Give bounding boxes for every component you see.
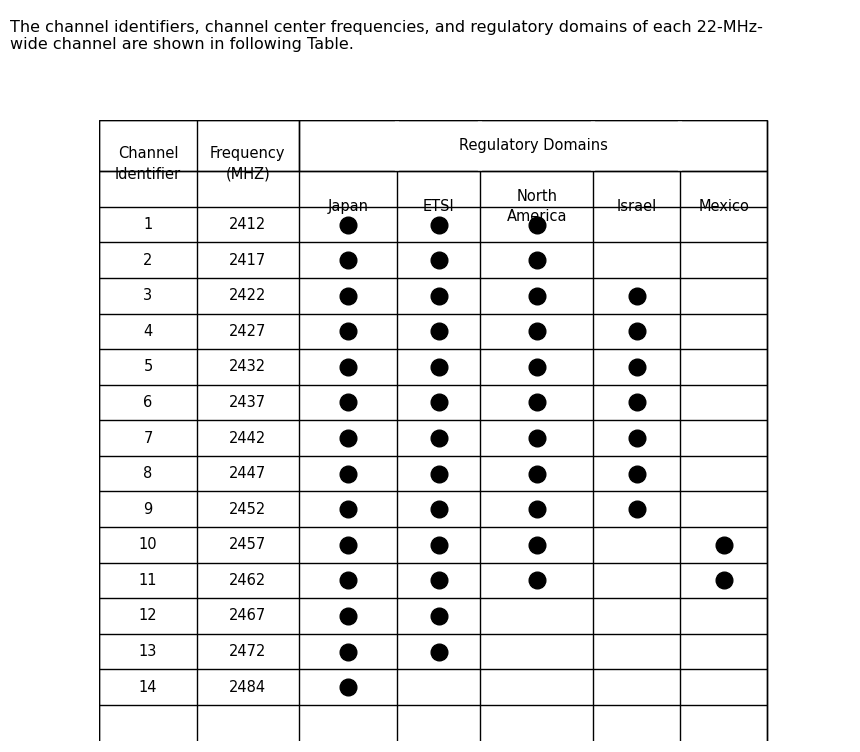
Text: 2484: 2484 — [230, 680, 267, 695]
Text: 2462: 2462 — [230, 573, 267, 588]
Text: 10: 10 — [138, 538, 157, 552]
Text: Israel: Israel — [617, 199, 657, 214]
Text: The channel identifiers, channel center frequencies, and regulatory domains of e: The channel identifiers, channel center … — [10, 20, 763, 52]
Text: 2447: 2447 — [230, 466, 267, 481]
Text: 12: 12 — [138, 608, 157, 623]
Text: 4: 4 — [144, 324, 152, 339]
Text: Frequency
(MHZ): Frequency (MHZ) — [210, 146, 286, 181]
Text: 2427: 2427 — [229, 324, 267, 339]
Text: 11: 11 — [138, 573, 157, 588]
Text: 2437: 2437 — [230, 395, 267, 410]
Text: 5: 5 — [144, 359, 152, 374]
Text: 7: 7 — [144, 431, 152, 446]
Text: 2452: 2452 — [230, 502, 267, 517]
Text: 2442: 2442 — [230, 431, 267, 446]
Text: 9: 9 — [144, 502, 152, 517]
Text: 6: 6 — [144, 395, 152, 410]
Text: 1: 1 — [144, 217, 152, 232]
Text: 2412: 2412 — [230, 217, 267, 232]
Text: 2457: 2457 — [230, 538, 267, 552]
Text: Channel
Identifier: Channel Identifier — [115, 146, 181, 181]
Text: Mexico: Mexico — [698, 199, 749, 214]
Text: 2422: 2422 — [229, 288, 267, 303]
Text: 14: 14 — [138, 680, 157, 695]
Text: Japan: Japan — [328, 199, 368, 214]
Text: 13: 13 — [138, 644, 157, 659]
Text: Regulatory Domains: Regulatory Domains — [458, 138, 607, 153]
Text: 2467: 2467 — [230, 608, 267, 623]
Text: 8: 8 — [144, 466, 152, 481]
Text: 2472: 2472 — [229, 644, 267, 659]
Text: North
America: North America — [507, 190, 567, 224]
Text: ETSI: ETSI — [423, 199, 454, 214]
Text: 3: 3 — [144, 288, 152, 303]
Text: 2417: 2417 — [230, 253, 267, 268]
Text: 2432: 2432 — [230, 359, 267, 374]
Text: 2: 2 — [144, 253, 152, 268]
